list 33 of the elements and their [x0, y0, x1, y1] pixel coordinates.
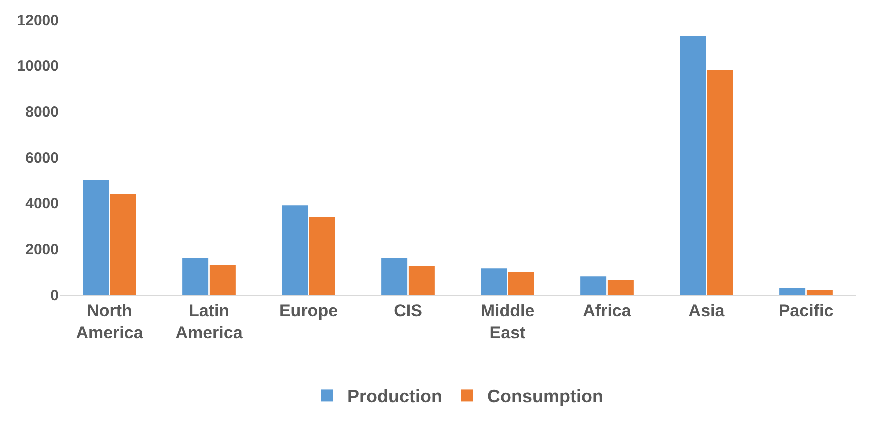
bar	[680, 36, 706, 295]
x-tick-label: Latin America	[176, 301, 244, 342]
y-tick-label: 10000	[17, 58, 59, 76]
y-tick-label: 2000	[26, 241, 59, 258]
bar	[210, 265, 236, 295]
bar	[580, 276, 607, 295]
bar	[110, 194, 136, 295]
legend-label: Consumption	[488, 386, 604, 407]
y-tick-label: 4000	[26, 196, 59, 213]
x-tick-label: CIS	[394, 301, 422, 320]
bar	[608, 280, 634, 295]
x-tick-label: Asia	[688, 301, 726, 320]
x-tick-label: Middle East	[480, 301, 535, 342]
x-tick-label: North America	[76, 301, 144, 342]
bar	[182, 258, 209, 295]
bar	[309, 217, 336, 295]
x-tick-label: Europe	[279, 301, 338, 320]
bar	[508, 272, 534, 295]
bar	[806, 290, 833, 295]
y-tick-label: 12000	[17, 12, 59, 30]
bar	[83, 180, 110, 295]
legend-label: Production	[348, 386, 442, 407]
bar	[481, 268, 508, 295]
bar	[408, 266, 435, 295]
y-tick-label: 6000	[26, 150, 59, 167]
y-tick-label: 8000	[26, 104, 59, 121]
x-tick-label: Africa	[583, 301, 632, 320]
bar	[282, 206, 308, 295]
y-tick-label: 0	[50, 287, 59, 304]
bar	[707, 70, 734, 295]
x-tick-label: Pacific	[778, 301, 834, 320]
bar	[780, 288, 806, 295]
bar	[382, 258, 408, 295]
